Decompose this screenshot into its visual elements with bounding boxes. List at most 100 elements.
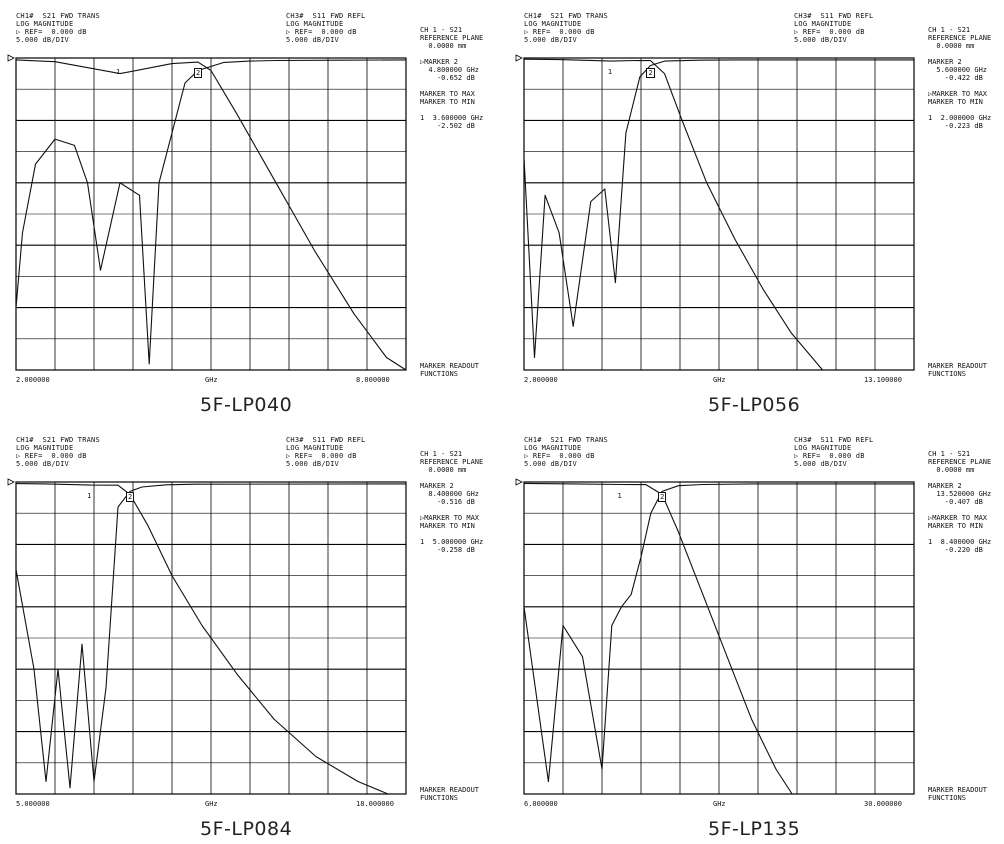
x-unit-label: GHz <box>205 800 218 808</box>
trace-point <box>699 59 701 61</box>
s21-trace <box>15 483 389 795</box>
plot-svg <box>515 54 915 371</box>
trace-point <box>913 59 915 61</box>
ch3-header-line: LOG MAGNITUDE <box>794 444 852 452</box>
trace-point <box>117 484 119 486</box>
menu-line: CH 1 - S21 <box>928 450 971 458</box>
marker-1-label: 1 <box>116 68 121 76</box>
ch1-header: CH1# S21 FWD TRANS LOG MAGNITUDE ▷ REF= 0.… <box>524 436 608 468</box>
trace-point <box>315 756 317 757</box>
panel-caption: 5F-LP084 <box>200 818 293 840</box>
readout-line: MARKER READOUT <box>420 362 480 370</box>
x-unit-label: GHz <box>205 376 218 384</box>
trace-point <box>677 531 679 533</box>
trace-point <box>158 182 160 184</box>
trace-point <box>621 606 622 608</box>
ch1-header-line: CH1# S21 FWD TRANS <box>524 436 608 444</box>
x-stop-label: 30.000000 <box>864 800 902 808</box>
trace-point <box>45 781 47 782</box>
trace-point <box>275 60 277 61</box>
ch1-header: CH1# S21 FWD TRANS LOG MAGNITUDE ▷ REF= 0.… <box>16 436 100 468</box>
ch3-header-line: CH3# S11 FWD REFL <box>286 436 366 444</box>
x-stop-label: 18.000000 <box>356 800 394 808</box>
trace-point <box>547 781 549 782</box>
trace-point <box>105 687 107 689</box>
ch1-header-line: CH1# S21 FWD TRANS <box>16 12 100 20</box>
trace-point <box>171 575 173 576</box>
trace-point <box>611 625 613 626</box>
trace-point <box>762 288 764 290</box>
ch1-header-line: LOG MAGNITUDE <box>16 20 74 28</box>
trace-point <box>625 132 627 134</box>
trace-point <box>702 593 704 595</box>
menu-line: 0.0000 mm <box>420 42 467 50</box>
trace-point <box>54 61 56 63</box>
x-unit-label: GHz <box>713 376 726 384</box>
menu-line: ▷MARKER 2 <box>420 58 458 66</box>
marker-2-label: 2 <box>658 492 667 502</box>
menu-line: REFERENCE PLANE <box>928 458 992 466</box>
menu-line: 0.0000 mm <box>928 42 975 50</box>
trace-point <box>386 357 387 358</box>
trace-point <box>572 483 574 485</box>
ch1-header-line: 5.000 dB/DIV <box>524 460 577 468</box>
ch1-header-line: LOG MAGNITUDE <box>524 20 582 28</box>
trace-point <box>405 59 407 61</box>
analyzer-panel-1: CH1# S21 FWD TRANS LOG MAGNITUDE ▷ REF= 0.… <box>0 0 500 420</box>
menu-line: 5.600000 GHz <box>928 66 988 74</box>
menu-line: 4.800000 GHz <box>420 66 480 74</box>
s11-trace <box>15 59 407 365</box>
readout-line: MARKER READOUT <box>928 362 988 370</box>
menu-line: 1 5.000000 GHz <box>420 538 484 546</box>
trace-point <box>621 484 622 485</box>
menu-line: MARKER TO MIN <box>420 98 475 106</box>
analyzer-panel-4: CH1# S21 FWD TRANS LOG MAGNITUDE ▷ REF= 0.… <box>508 424 1004 844</box>
ch3-header-line: ▷ REF= 0.000 dB <box>286 28 357 36</box>
readout-line: FUNCTIONS <box>420 370 458 378</box>
ch1-header-line: CH1# S21 FWD TRANS <box>524 12 608 20</box>
trace-point <box>645 484 647 485</box>
reference-marker <box>7 478 15 486</box>
ch1-header-line: 5.000 dB/DIV <box>16 460 69 468</box>
ch3-header-line: CH3# S11 FWD REFL <box>794 12 874 20</box>
menu-line: REFERENCE PLANE <box>420 458 484 466</box>
trace-point <box>572 325 574 327</box>
menu-line: MARKER TO MIN <box>420 522 475 530</box>
trace-point <box>353 313 355 315</box>
trace-point <box>129 490 131 492</box>
trace-point <box>15 483 17 485</box>
trace-point <box>775 768 777 770</box>
trace-point <box>405 483 407 485</box>
trace-point <box>237 675 239 676</box>
trace-point <box>33 668 35 670</box>
reference-marker <box>515 54 523 62</box>
menu-line: CH 1 - S21 <box>420 26 463 34</box>
trace-point <box>630 593 632 595</box>
trace-point <box>405 369 407 371</box>
trace-point <box>141 486 143 488</box>
trace-point <box>197 61 199 63</box>
x-start-label: 2.000000 <box>524 376 558 384</box>
trace-point <box>558 59 560 60</box>
ch1-header-line: ▷ REF= 0.000 dB <box>524 28 595 36</box>
ch3-header-line: ▷ REF= 0.000 dB <box>794 452 865 460</box>
marker-readout-functions: MARKER READOUT FUNCTIONS <box>928 362 987 378</box>
menu-line: -0.652 dB <box>420 74 475 82</box>
marker-readout-functions: MARKER READOUT FUNCTIONS <box>420 362 479 378</box>
trace-point <box>249 60 251 62</box>
trace-point <box>74 144 75 146</box>
reference-marker <box>7 54 15 62</box>
trace-point <box>523 157 525 159</box>
marker-2-label: 2 <box>194 68 203 78</box>
menu-line: CH 1 - S21 <box>928 26 971 34</box>
trace-point <box>677 485 679 487</box>
plot-svg <box>7 478 407 795</box>
softkey-menu: CH 1 - S21 REFERENCE PLANE 0.0000 mm MARKE… <box>928 26 991 130</box>
menu-line: 13.520000 GHz <box>928 490 992 498</box>
trace-point <box>195 483 197 485</box>
ch1-header-line: 5.000 dB/DIV <box>16 36 69 44</box>
panel-caption: 5F-LP135 <box>708 818 801 840</box>
ch1-header: CH1# S21 FWD TRANS LOG MAGNITUDE ▷ REF= 0.… <box>16 12 100 44</box>
menu-line: -0.407 dB <box>928 498 983 506</box>
menu-line: MARKER TO MIN <box>928 98 983 106</box>
